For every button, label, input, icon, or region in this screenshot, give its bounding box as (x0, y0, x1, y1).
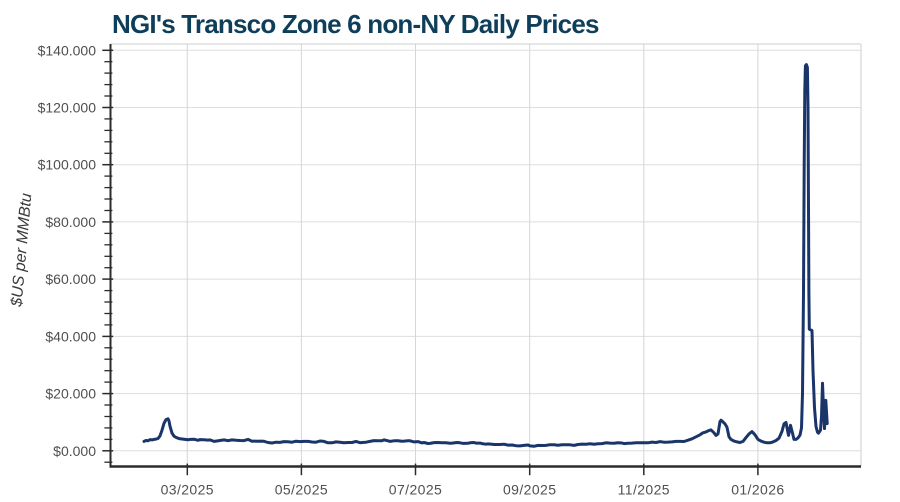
svg-text:$120.000: $120.000 (38, 100, 97, 116)
svg-text:07/2025: 07/2025 (389, 482, 442, 498)
svg-text:NGI's Transco Zone 6 non-NY Da: NGI's Transco Zone 6 non-NY Daily Prices (112, 9, 599, 39)
svg-text:$80.000: $80.000 (45, 214, 96, 230)
svg-text:11/2025: 11/2025 (618, 482, 670, 498)
svg-text:09/2025: 09/2025 (503, 482, 556, 498)
svg-text:$0.000: $0.000 (53, 443, 96, 459)
svg-text:$60.000: $60.000 (45, 271, 96, 287)
svg-text:$40.000: $40.000 (45, 328, 96, 344)
svg-text:03/2025: 03/2025 (161, 482, 214, 498)
svg-text:$20.000: $20.000 (45, 386, 96, 402)
svg-text:$100.000: $100.000 (38, 157, 97, 173)
svg-text:05/2025: 05/2025 (275, 482, 328, 498)
svg-text:$140.000: $140.000 (38, 42, 97, 58)
svg-text:01/2026: 01/2026 (731, 482, 784, 498)
